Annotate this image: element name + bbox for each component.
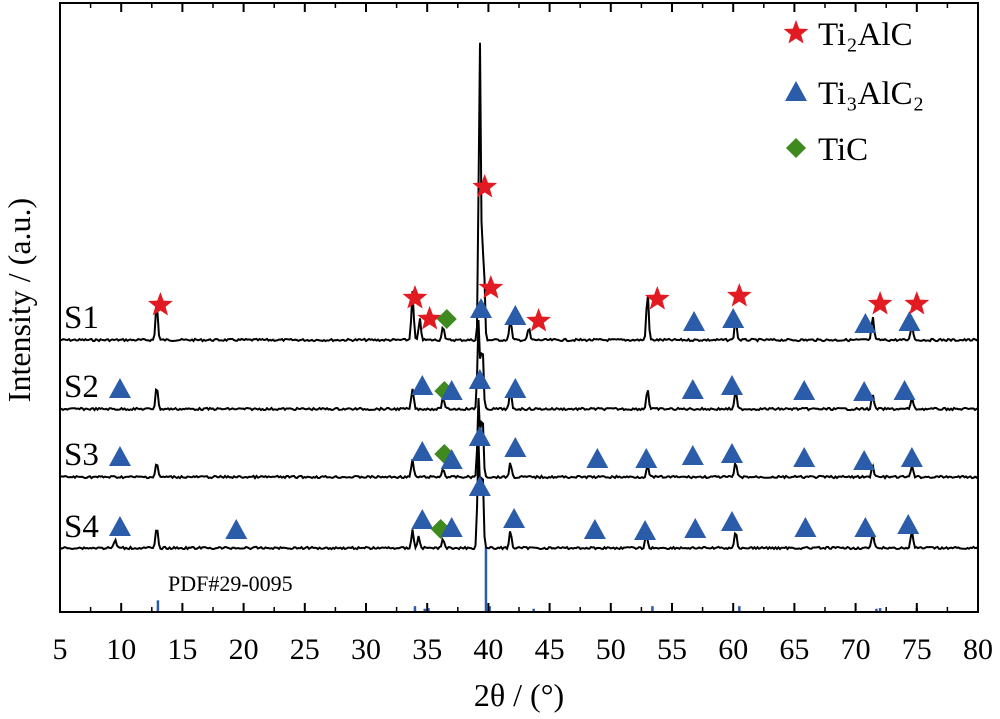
ti2alc-star-marker: [904, 291, 930, 315]
x-tick-label: 35: [412, 633, 442, 666]
ti3alc2-triangle-marker: [503, 508, 526, 528]
ti3alc2-triangle-marker: [634, 520, 657, 540]
ti3alc2-triangle-marker: [853, 381, 876, 401]
ti3alc2-triangle-marker: [793, 447, 816, 467]
diffraction-curves: [59, 42, 979, 551]
ti2alc-star-marker: [783, 20, 809, 44]
x-tick-label: 55: [657, 633, 687, 666]
ti3alc2-triangle-marker: [468, 476, 491, 496]
ti2alc-star-marker: [472, 174, 498, 198]
xrd-curve-s4: [59, 440, 979, 551]
ti3alc2-triangle-marker: [635, 448, 658, 468]
series-label: S4: [64, 509, 99, 545]
legend-label: Ti₃AlC₂: [818, 76, 924, 112]
x-tick-label: 70: [841, 633, 871, 666]
ti3alc2-triangle-marker: [854, 313, 877, 333]
ti3alc2-triangle-marker: [225, 519, 248, 539]
x-tick-label: 40: [473, 633, 503, 666]
tic-diamond-marker: [786, 138, 806, 158]
ti3alc2-triangle-marker: [720, 511, 743, 531]
x-tick-label: 25: [290, 633, 320, 666]
x-tick-label: 60: [718, 633, 748, 666]
legend: Ti₂AlC Ti₃AlC₂ TiC: [783, 17, 924, 168]
ti3alc2-triangle-marker: [411, 509, 434, 529]
ti3alc2-triangle-marker: [900, 447, 923, 467]
x-tick-label: 20: [229, 633, 259, 666]
ti3alc2-triangle-marker: [504, 378, 527, 398]
ti3alc2-triangle-marker: [684, 518, 707, 538]
x-tick-label: 5: [53, 633, 68, 666]
ti2alc-star-marker: [727, 283, 752, 307]
tic-diamond-marker: [436, 309, 457, 329]
ti3alc2-triangle-marker: [440, 449, 463, 469]
ti3alc2-triangle-marker: [793, 380, 816, 400]
reference-label: PDF#29-0095: [168, 571, 293, 596]
ti3alc2-triangle-marker: [411, 375, 434, 395]
x-tick-label: 50: [596, 633, 626, 666]
ti3alc2-triangle-marker: [468, 369, 491, 389]
legend-label: Ti₂AlC: [818, 17, 913, 53]
x-tick-label: 65: [779, 633, 809, 666]
legend-label: TiC: [818, 132, 868, 168]
plot-frame: [59, 2, 979, 613]
ti2alc-star-marker: [478, 275, 504, 299]
ti3alc2-triangle-marker: [897, 514, 920, 534]
ti3alc2-triangle-marker: [108, 446, 131, 466]
series-label: S3: [64, 437, 99, 473]
x-axis-label: 2θ / (°): [474, 677, 564, 713]
ti3alc2-triangle-marker: [470, 298, 493, 318]
x-tick-label: 15: [167, 633, 197, 666]
ti3alc2-triangle-marker: [468, 426, 491, 446]
ti3alc2-triangle-marker: [853, 450, 876, 470]
ti3alc2-triangle-marker: [586, 448, 609, 468]
ti3alc2-triangle-marker: [681, 445, 704, 465]
ti3alc2-triangle-marker: [720, 375, 743, 395]
xrd-curve-s3: [59, 398, 979, 480]
ti2alc-star-marker: [148, 292, 173, 316]
ti3alc2-triangle-marker: [893, 380, 916, 400]
ti3alc2-triangle-marker: [683, 311, 706, 331]
ti3alc2-triangle-marker: [720, 443, 743, 463]
ti3alc2-triangle-marker: [108, 378, 131, 398]
ti2alc-star-marker: [526, 308, 551, 332]
xrd-curve-s2: [59, 319, 979, 412]
ti2alc-star-marker: [644, 286, 670, 310]
x-tick-label: 30: [351, 633, 381, 666]
ti3alc2-triangle-marker: [440, 380, 463, 400]
ti2alc-star-marker: [417, 306, 442, 330]
ti3alc2-triangle-marker: [583, 519, 606, 539]
ti3alc2-triangle-marker: [440, 517, 463, 537]
x-tick-label: 80: [963, 633, 993, 666]
x-tick-label: 75: [902, 633, 932, 666]
x-axis-ticks: 5 10 15 20 25 30 35 40 45 50 55 60 65 70 75 80: [53, 3, 993, 666]
ti3alc2-triangle-marker: [785, 81, 807, 101]
series-label: S2: [64, 369, 99, 405]
ti3alc2-triangle-marker: [854, 517, 877, 537]
x-tick-label: 10: [106, 633, 136, 666]
ti3alc2-triangle-marker: [898, 311, 921, 331]
ti3alc2-triangle-marker: [504, 437, 527, 457]
ti3alc2-triangle-marker: [681, 379, 704, 399]
ti3alc2-triangle-marker: [722, 308, 745, 328]
phase-markers: [108, 174, 930, 540]
ti3alc2-triangle-marker: [504, 305, 527, 325]
ti3alc2-triangle-marker: [108, 516, 131, 536]
y-axis-label: Intensity / (a.u.): [1, 198, 37, 402]
xrd-curve-s1: [59, 42, 979, 343]
ti2alc-star-marker: [867, 291, 893, 315]
x-tick-label: 45: [535, 633, 565, 666]
ti2alc-star-marker: [402, 285, 428, 309]
series-labels: S1 S2 S3 S4: [64, 300, 99, 545]
ti3alc2-triangle-marker: [411, 441, 434, 461]
series-label: S1: [64, 300, 99, 336]
ti3alc2-triangle-marker: [794, 517, 817, 537]
